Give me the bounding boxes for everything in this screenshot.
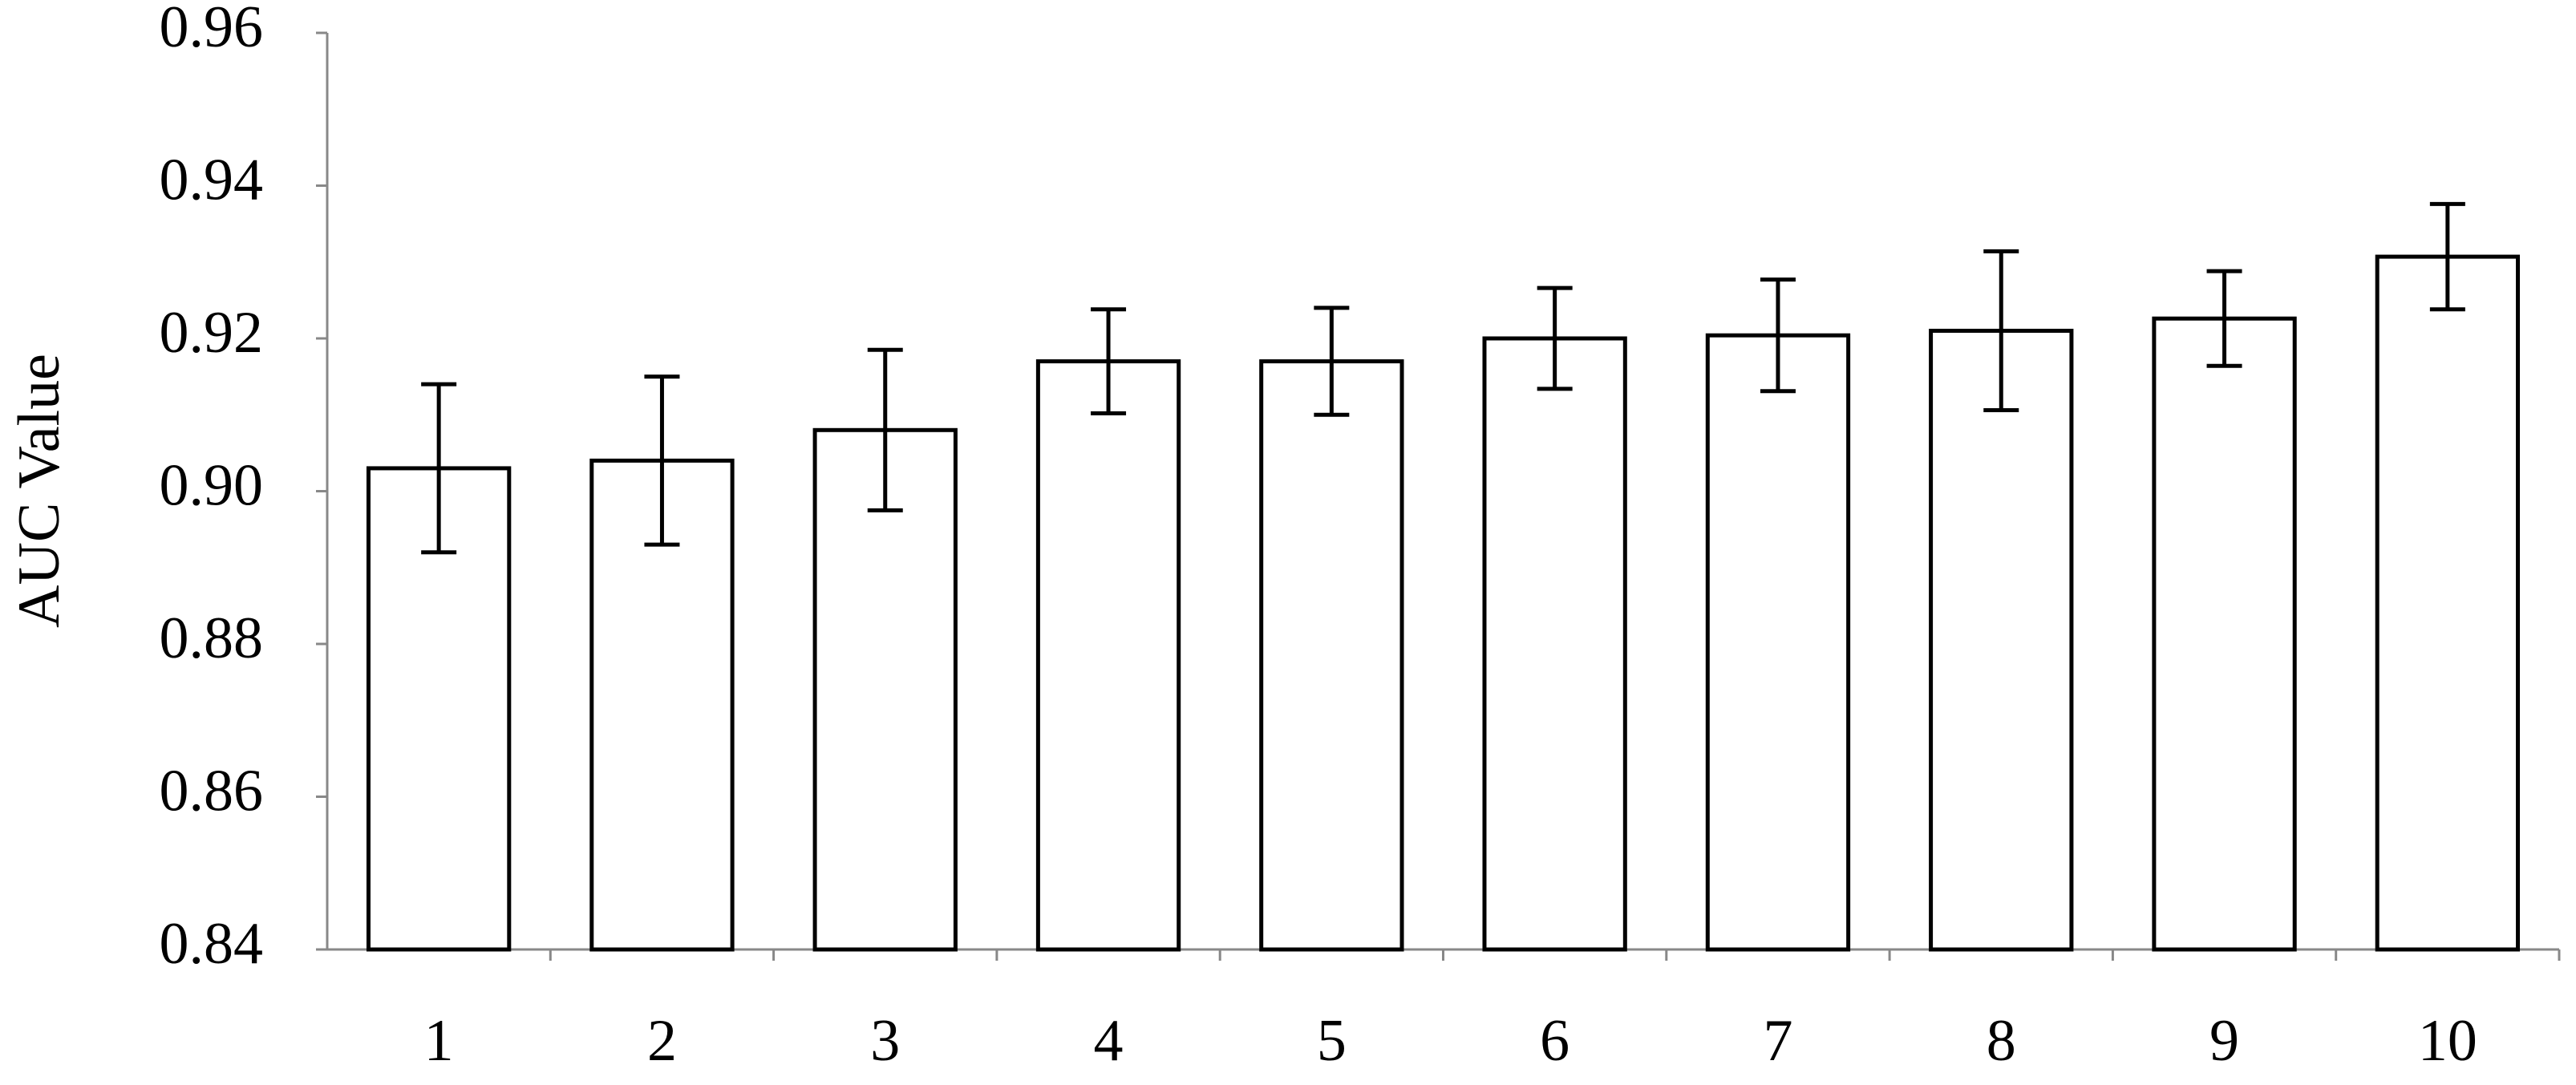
bar	[812, 427, 958, 952]
y-tick-label: 0.94	[160, 147, 264, 213]
error-bar	[421, 382, 457, 555]
error-bar	[644, 374, 680, 547]
y-tick-label: 0.84	[160, 911, 264, 977]
x-tick-label: 9	[2209, 1008, 2239, 1074]
bar	[1259, 359, 1404, 952]
y-tick-label: 0.92	[160, 300, 264, 366]
bar	[2375, 254, 2521, 952]
error-bar	[1983, 249, 2019, 413]
x-tick-label: 3	[870, 1008, 900, 1074]
x-tick-label: 8	[1987, 1008, 2016, 1074]
x-tick-label: 5	[1317, 1008, 1347, 1074]
error-bar	[2429, 201, 2465, 312]
error-bar	[1760, 277, 1796, 394]
error-bar	[867, 347, 903, 512]
bar	[2152, 316, 2297, 952]
x-tick-label: 2	[647, 1008, 677, 1074]
bar	[1705, 333, 1851, 952]
y-tick-label: 0.90	[160, 452, 264, 518]
bar	[1929, 328, 2074, 952]
y-tick-label: 0.96	[160, 0, 264, 60]
bar	[1035, 359, 1181, 952]
error-bar	[1091, 307, 1127, 415]
y-tick-label: 0.88	[160, 605, 264, 671]
x-tick-label: 6	[1540, 1008, 1569, 1074]
x-tick-label: 10	[2418, 1008, 2477, 1074]
error-bar	[2206, 269, 2242, 368]
bar	[1482, 336, 1627, 952]
error-bar	[1314, 306, 1350, 417]
x-tick-label: 7	[1763, 1008, 1792, 1074]
y-axis-label: AUC Value	[6, 354, 72, 628]
x-tick-label: 1	[424, 1008, 454, 1074]
y-tick-label: 0.86	[160, 758, 264, 824]
error-bar	[1537, 285, 1573, 391]
x-tick-label: 4	[1094, 1008, 1124, 1074]
